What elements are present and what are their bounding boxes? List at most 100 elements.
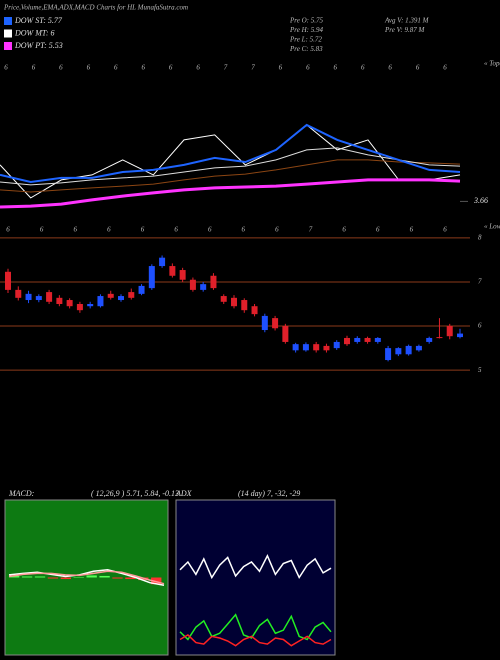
histogram-bar xyxy=(73,576,84,578)
candle-body xyxy=(415,345,422,351)
series-line xyxy=(179,633,332,647)
candle-body xyxy=(292,344,299,351)
date-label: 6 xyxy=(196,64,200,72)
y-tick-label: 8 xyxy=(478,233,482,241)
candle-body xyxy=(272,318,279,329)
candle-body xyxy=(148,266,155,289)
price-info: Avg V: 1.391 M xyxy=(384,17,430,25)
histogram-bar xyxy=(21,576,33,578)
page-title: Price,Volume,EMA,ADX,MACD Charts for HL … xyxy=(3,4,188,12)
y-tick-label: 3.66 xyxy=(473,196,488,205)
candle-body xyxy=(15,289,22,298)
candle-body xyxy=(364,337,371,342)
histogram-bar xyxy=(112,577,123,579)
legend-swatch xyxy=(4,17,12,25)
candle-body xyxy=(354,337,361,342)
legend-label: DOW ST: 5.77 xyxy=(14,16,63,25)
date-label: 6 xyxy=(334,64,338,72)
candle-body xyxy=(282,326,289,342)
date-label: 6 xyxy=(388,64,392,72)
candle-body xyxy=(118,296,124,301)
date-label: 6 xyxy=(107,226,111,234)
histogram-bar xyxy=(9,575,20,578)
candle-body xyxy=(446,326,453,337)
candle-body xyxy=(261,315,268,331)
date-label: 6 xyxy=(6,226,10,234)
candle-body xyxy=(210,275,217,289)
histogram-bar xyxy=(60,577,71,580)
series-line xyxy=(179,613,332,641)
date-label: 7 xyxy=(251,64,255,72)
date-label: 6 xyxy=(73,226,77,234)
y-tick-label: 6 xyxy=(478,322,482,330)
histogram-bar xyxy=(125,577,136,580)
legend-label: DOW PT: 5.53 xyxy=(14,41,63,50)
panel-title: MACD: xyxy=(8,489,35,498)
price-info: Pre C: 5.83 xyxy=(289,45,323,53)
histogram-bar xyxy=(86,575,97,578)
candle-body xyxy=(344,337,350,345)
price-info: Pre L: 5.72 xyxy=(289,36,322,44)
candle-body xyxy=(179,270,186,280)
histogram-bar xyxy=(34,576,46,578)
date-label: 6 xyxy=(174,226,178,234)
candle-body xyxy=(128,292,135,298)
legend-swatch xyxy=(4,29,12,38)
date-label: 6 xyxy=(59,64,63,72)
candle-body xyxy=(25,293,32,301)
date-label: 6 xyxy=(279,64,283,72)
histogram-bar xyxy=(47,577,59,579)
candle-body xyxy=(66,300,73,307)
date-label: 6 xyxy=(141,226,145,234)
candle-body xyxy=(395,348,402,355)
panel-background xyxy=(175,499,336,656)
candle-body xyxy=(200,284,207,290)
candle-body xyxy=(35,296,42,301)
candle-body xyxy=(169,266,176,276)
candle-body xyxy=(323,345,330,351)
candle-body xyxy=(457,333,463,338)
date-label: 6 xyxy=(169,64,173,72)
series-line xyxy=(179,554,332,580)
candle-body xyxy=(138,285,145,294)
candle-body xyxy=(313,344,320,351)
date-label: 6 xyxy=(242,226,246,234)
candle-body xyxy=(231,297,237,307)
panel-subtitle: ( 12,26,9 ) 5.71, 5.84, -0.13 xyxy=(91,489,179,498)
date-label: 6 xyxy=(410,226,414,234)
date-label: 6 xyxy=(208,226,212,234)
series-line xyxy=(0,123,461,184)
date-label: 6 xyxy=(443,64,447,72)
date-label: 6 xyxy=(114,64,118,72)
candle-body xyxy=(76,304,83,311)
date-label: 6 xyxy=(342,226,346,234)
panel-title: « Lowes xyxy=(484,223,500,231)
y-tick-label: 7 xyxy=(478,278,482,286)
candle-body xyxy=(405,345,412,355)
legend-swatch xyxy=(4,42,12,50)
date-label: 6 xyxy=(416,64,420,72)
price-info: Pre V: 9.87 M xyxy=(384,26,425,34)
candle-body xyxy=(189,279,196,290)
date-label: 6 xyxy=(40,226,44,234)
candle-body xyxy=(302,344,309,351)
histogram-bar xyxy=(99,575,110,578)
date-label: 6 xyxy=(87,64,91,72)
panel-title: ADX xyxy=(175,489,193,498)
date-label: 6 xyxy=(4,64,8,72)
date-label: 6 xyxy=(443,226,447,234)
series-line xyxy=(8,570,165,585)
candle-body xyxy=(426,337,433,342)
series-line xyxy=(0,178,461,209)
candle-body xyxy=(251,306,258,315)
candle-body xyxy=(159,257,166,267)
y-tick-label: 5 xyxy=(478,366,482,374)
candle-body xyxy=(87,304,94,307)
candle-body xyxy=(220,296,227,302)
price-info: Pre H: 5.94 xyxy=(289,26,323,34)
candle-body xyxy=(5,271,11,290)
candle-body xyxy=(333,341,340,349)
panel-title: « Topa xyxy=(484,60,500,68)
